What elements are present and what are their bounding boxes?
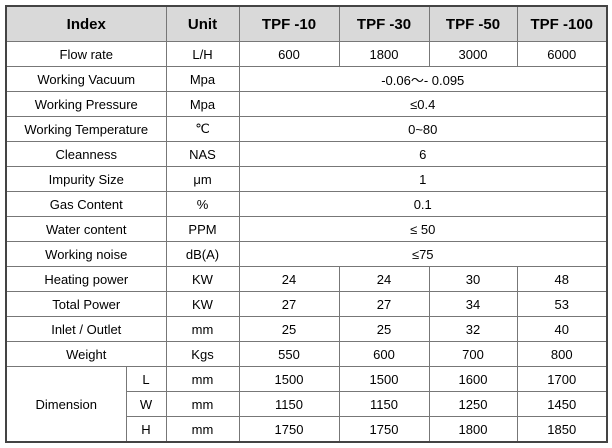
unit-cell: NAS [165,141,240,167]
value-cell: 30 [428,266,518,292]
spec-row: Working Pressure Mpa ≤0.4 [5,91,608,117]
value-cell: 1500 [338,366,430,392]
header-cell: TPF -50 [428,5,518,42]
value-cell: 6 [238,141,608,167]
value-cell: 1450 [516,391,608,417]
row-label: Total Power [5,291,167,317]
value-cell: 25 [338,316,430,342]
row-label: Dimension [5,366,127,443]
row-label: Working noise [5,241,167,267]
value-cell: 1750 [338,416,430,443]
spec-row: Gas Content% 0.1 [5,191,608,217]
unit-cell: L/H [165,41,240,67]
row-label: Cleanness [5,141,167,167]
value-cell: 700 [428,341,518,367]
row-label: Inlet / Outlet [5,316,167,342]
value-cell: 1150 [338,391,430,417]
unit-cell: mm [165,366,240,392]
spec-row: Cleanness NAS 6 [5,141,608,167]
unit-cell: KW [165,291,240,317]
value-cell: 1 [238,166,608,192]
value-cell: 24 [238,266,340,292]
value-cell: 600 [238,41,340,67]
value-cell: 3000 [428,41,518,67]
value-cell: 32 [428,316,518,342]
unit-cell: Mpa [165,66,240,92]
value-cell: 1800 [428,416,518,443]
unit-cell: PPM [165,216,240,242]
value-cell: 27 [238,291,340,317]
value-cell: ≤ 50 [238,216,608,242]
value-cell: 1700 [516,366,608,392]
spec-row: Water content PPM ≤ 50 [5,216,608,242]
row-label: Water content [5,216,167,242]
unit-cell: Mpa [165,91,240,117]
value-cell: 0.1 [238,191,608,217]
value-cell: 27 [338,291,430,317]
row-label: Flow rate [5,41,167,67]
row-label: Weight [5,341,167,367]
sub-label: W [125,391,167,417]
header-cell: TPF -10 [238,5,340,42]
value-cell: 53 [516,291,608,317]
row-label: Working Vacuum [5,66,167,92]
header-cell: Unit [165,5,240,42]
value-cell: 48 [516,266,608,292]
unit-cell: KW [165,266,240,292]
value-cell: 1500 [238,366,340,392]
unit-cell: dB(A) [165,241,240,267]
row-label: Working Temperature [5,116,167,142]
spec-row: Weight Kgs 550 600 700 800 [5,341,608,367]
value-cell: 34 [428,291,518,317]
value-cell: 0~80 [238,116,608,142]
unit-cell: mm [165,416,240,443]
sub-label: H [125,416,167,443]
value-cell: 1800 [338,41,430,67]
value-cell: 1150 [238,391,340,417]
header-row: Index Unit TPF -10 TPF -30 TPF -50 TPF -100 [5,5,608,42]
value-cell: 1250 [428,391,518,417]
header-cell: TPF -100 [516,5,608,42]
row-label: Heating power [5,266,167,292]
header-cell: TPF -30 [338,5,430,42]
spec-row: Heating power KW 24 24 30 48 [5,266,608,292]
value-cell: 25 [238,316,340,342]
unit-cell: mm [165,316,240,342]
spec-row: Working noise dB(A) ≤75 [5,241,608,267]
spec-row: Flow rate L/H 600 1800 3000 6000 [5,41,608,67]
spec-row: Working Vacuum Mpa -0.06～- 0.095 [5,66,608,92]
value-cell: 1850 [516,416,608,443]
value-cell: 800 [516,341,608,367]
spec-row: Inlet / Outlet mm 25 25 32 40 [5,316,608,342]
value-cell: 1600 [428,366,518,392]
row-label: Impurity Size [5,166,167,192]
value-cell: 1750 [238,416,340,443]
spec-row: Total Power KW 27 27 34 53 [5,291,608,317]
header-cell: Index [5,5,167,42]
unit-cell: ℃ [165,116,240,142]
row-label: Gas Content [5,191,167,217]
value-cell: ≤75 [238,241,608,267]
unit-cell: mm [165,391,240,417]
value-cell: 6000 [516,41,608,67]
value-cell: 550 [238,341,340,367]
value-cell: -0.06～- 0.095 [238,66,608,92]
sub-label: L [125,366,167,392]
value-cell: 24 [338,266,430,292]
spec-row: Working Temperature ℃ 0~80 [5,116,608,142]
spec-table: Index Unit TPF -10 TPF -30 TPF -50 TPF -100 Fl… [5,5,608,443]
value-cell: ≤0.4 [238,91,608,117]
spec-row: Impurity Size μm 1 [5,166,608,192]
value-cell: 40 [516,316,608,342]
value-cell: 600 [338,341,430,367]
unit-cell: % [165,191,240,217]
row-label: Working Pressure [5,91,167,117]
unit-cell: Kgs [165,341,240,367]
unit-cell: μm [165,166,240,192]
